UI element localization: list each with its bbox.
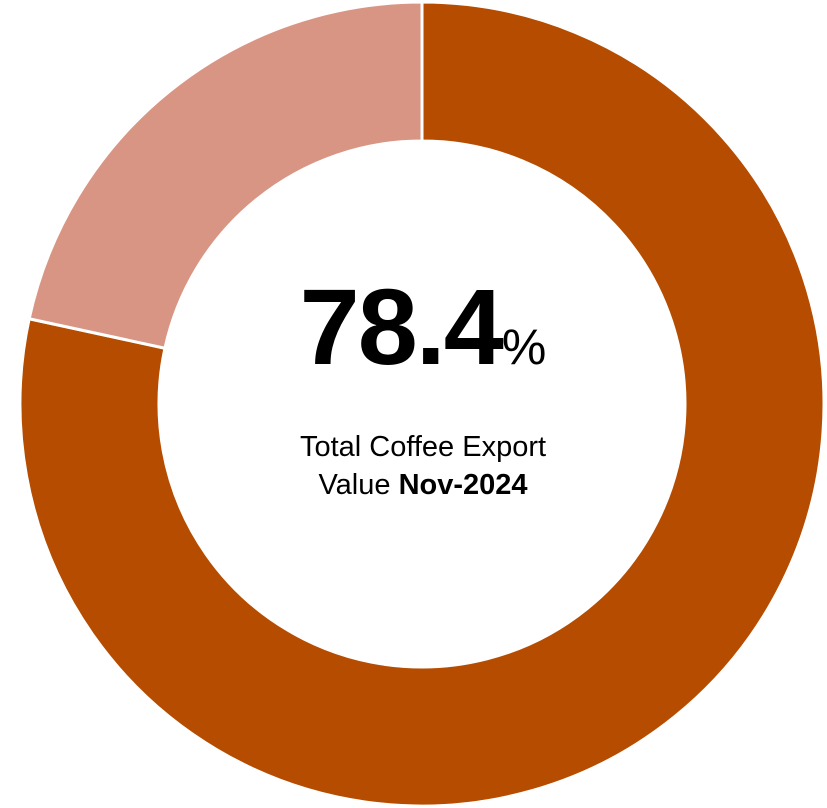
donut-slice-1: [27, 0, 424, 351]
caption-line-2-prefix: Value: [318, 469, 391, 501]
caption-line-1: Total Coffee Export: [299, 431, 547, 463]
center-value-number: 78.4: [299, 266, 504, 387]
center-value: 78.4%: [213, 262, 633, 392]
center-caption: Total Coffee Export Value Nov-2024: [213, 428, 633, 504]
donut-slice-0: [18, 0, 826, 808]
caption-period: Nov-2024: [398, 469, 528, 501]
caption-line-2: Value Nov-2024: [213, 466, 633, 504]
center-value-unit: %: [501, 319, 547, 375]
